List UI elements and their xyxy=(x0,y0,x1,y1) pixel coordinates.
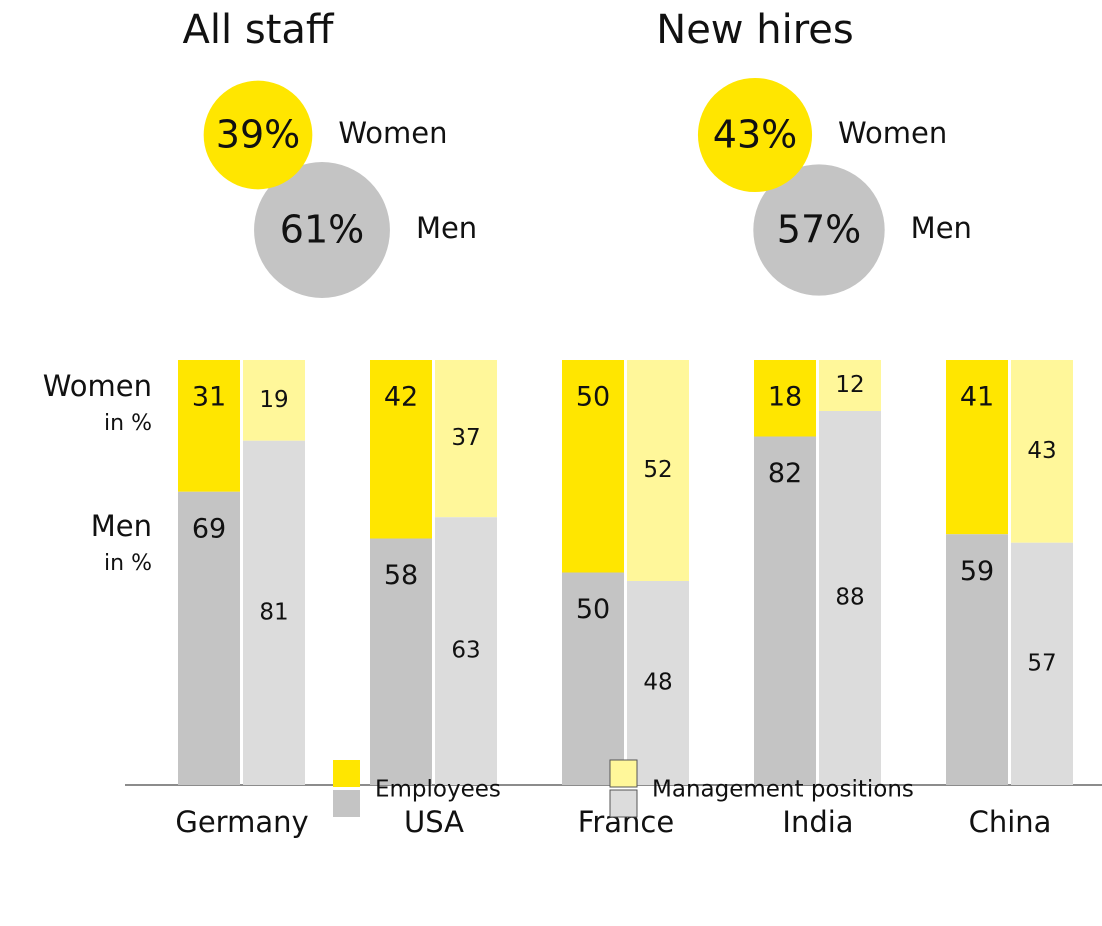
bar-value: 58 xyxy=(384,560,418,591)
bar-value: 52 xyxy=(643,457,672,483)
legend-swatch xyxy=(609,759,638,788)
bubble-value: 39% xyxy=(216,113,300,157)
row-label: Men xyxy=(91,509,152,543)
panel-title: New hires xyxy=(656,7,853,53)
bar-segment xyxy=(627,581,689,785)
bubble xyxy=(203,80,313,190)
legend-swatch xyxy=(333,790,360,817)
bar-segment xyxy=(435,360,497,518)
bar-value: 63 xyxy=(451,638,480,664)
bar-segment xyxy=(370,538,432,785)
bar-segment xyxy=(243,440,305,785)
bar-value: 12 xyxy=(835,372,864,398)
bar-value: 50 xyxy=(576,382,610,413)
bubble-value: 57% xyxy=(777,208,861,252)
legend-swatch xyxy=(609,789,638,818)
bubble xyxy=(697,77,813,193)
x-tick-label: China xyxy=(969,805,1052,839)
panel-title: All staff xyxy=(183,7,335,53)
bar-value: 57 xyxy=(1027,650,1056,676)
x-tick-label: India xyxy=(782,805,853,839)
bar-segment xyxy=(819,360,881,411)
bar-value: 43 xyxy=(1027,438,1056,464)
bar-segment xyxy=(562,360,624,573)
bar-value: 48 xyxy=(643,670,672,696)
bar-segment xyxy=(1011,542,1073,785)
bar-segment xyxy=(370,360,432,539)
row-unit: in % xyxy=(104,551,152,576)
x-tick-label: USA xyxy=(404,805,464,839)
legend-label: Management positions xyxy=(652,777,914,803)
bar-segment xyxy=(435,517,497,785)
bubble-name: Men xyxy=(911,211,972,245)
bar-value: 37 xyxy=(451,425,480,451)
bar-segment xyxy=(178,491,240,785)
bar-segment xyxy=(243,360,305,441)
bubble-name: Men xyxy=(416,211,477,245)
bar-segment xyxy=(1011,360,1073,543)
bar-value: 41 xyxy=(960,382,994,413)
bar-value: 82 xyxy=(768,458,802,489)
bubble-value: 43% xyxy=(713,113,797,157)
bar-segment xyxy=(819,411,881,785)
bar-value: 59 xyxy=(960,556,994,587)
bar-segment xyxy=(946,360,1008,535)
bar-segment xyxy=(754,360,816,437)
row-label: Women xyxy=(43,369,152,403)
x-tick-label: Germany xyxy=(175,805,308,839)
bar-segment xyxy=(178,360,240,492)
bar-value: 88 xyxy=(835,585,864,611)
bar-value: 31 xyxy=(192,382,226,413)
bubble xyxy=(753,164,885,296)
bar-segment xyxy=(946,534,1008,785)
bar-segment xyxy=(627,360,689,581)
bar-value: 42 xyxy=(384,382,418,413)
row-unit: in % xyxy=(104,411,152,436)
bubble xyxy=(254,162,390,298)
bar-value: 19 xyxy=(259,387,288,413)
bar-value: 81 xyxy=(259,599,288,625)
bar-value: 69 xyxy=(192,513,226,544)
bubble-name: Women xyxy=(338,116,447,150)
bubble-value: 61% xyxy=(280,208,364,252)
bar-value: 50 xyxy=(576,594,610,625)
bubble-name: Women xyxy=(838,116,947,150)
bar-value: 18 xyxy=(768,382,802,413)
legend-swatch xyxy=(333,760,360,787)
legend-label: Employees xyxy=(375,777,501,803)
bar-segment xyxy=(562,572,624,785)
bar-segment xyxy=(754,436,816,785)
